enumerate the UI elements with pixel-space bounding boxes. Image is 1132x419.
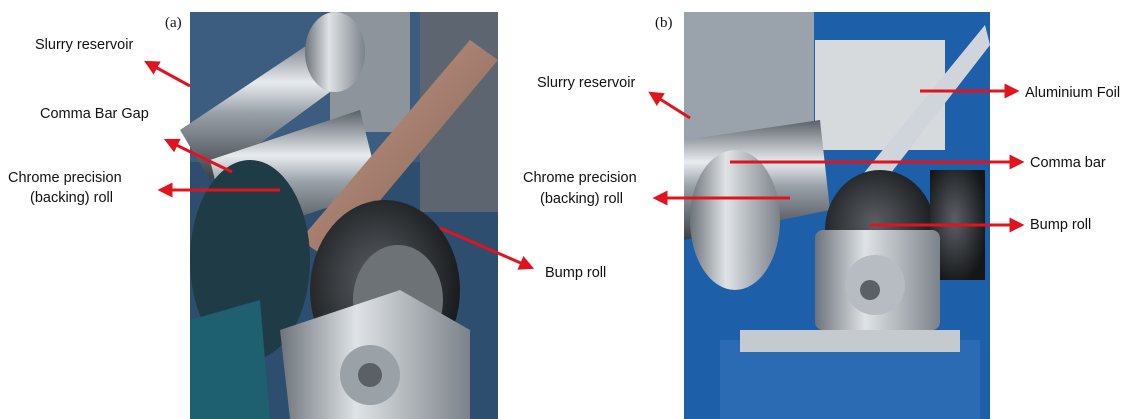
annotation: Slurry reservoir: [537, 75, 635, 91]
annotation: Slurry reservoir: [35, 37, 133, 53]
annotation: (backing) roll: [540, 191, 623, 207]
arrow: [648, 91, 691, 120]
annotation: Comma bar: [1030, 155, 1106, 171]
arrow: [144, 60, 191, 88]
annotation: Bump roll: [545, 265, 606, 281]
photo-b: [684, 12, 990, 419]
annotation: Bump roll: [1030, 217, 1091, 233]
arrow: [163, 138, 233, 174]
annotation: (backing) roll: [30, 190, 113, 206]
panel-label: (a): [165, 15, 182, 31]
annotation: Chrome precision: [523, 170, 637, 186]
photo-a: [180, 12, 498, 419]
annotation: Chrome precision: [8, 170, 122, 186]
panel-label: (b): [655, 15, 673, 31]
annotation: Aluminium Foil: [1025, 85, 1120, 101]
annotation: Comma Bar Gap: [40, 106, 149, 122]
arrow: [439, 226, 535, 270]
